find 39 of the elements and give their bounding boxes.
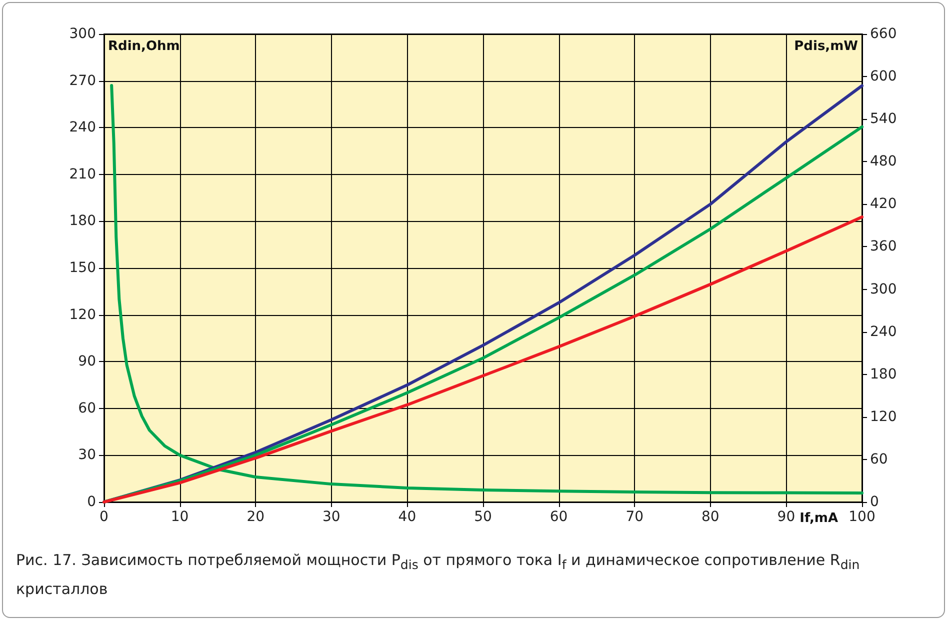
x-tick-label: 10 xyxy=(170,509,189,525)
y2-tick-label: 420 xyxy=(870,196,897,212)
x-tick-label: 20 xyxy=(246,509,265,525)
y2-tick-label: 120 xyxy=(870,408,897,425)
x-tick-label: 60 xyxy=(550,509,568,525)
y-tick-label: 300 xyxy=(69,26,96,42)
y-tick-label: 0 xyxy=(87,494,96,510)
y2-tick-label: 480 xyxy=(870,154,897,170)
y-tick-label: 120 xyxy=(69,306,96,323)
y-tick-label: 270 xyxy=(69,72,96,89)
y2-tick-label: 240 xyxy=(870,324,897,340)
y-tick-label: 150 xyxy=(69,260,96,276)
y-tick-label: 30 xyxy=(78,447,96,464)
y-tick-label: 60 xyxy=(78,400,96,416)
y-tick-label: 180 xyxy=(69,213,96,230)
y2-tick-label: 0 xyxy=(870,494,879,510)
y-tick-label: 90 xyxy=(78,354,96,370)
y2-axis-title: Pdis,mW xyxy=(794,39,858,54)
x-tick-label: 30 xyxy=(322,509,340,525)
y-tick-label: 210 xyxy=(69,166,96,182)
y2-tick-label: 600 xyxy=(870,68,897,85)
y-axis-title: Rdin,Ohm xyxy=(108,39,180,54)
y2-tick-label: 540 xyxy=(870,111,897,128)
y-tick-label: 240 xyxy=(69,120,96,136)
y2-tick-label: 660 xyxy=(870,26,897,42)
x-tick-label: 50 xyxy=(474,509,492,525)
y2-tick-label: 360 xyxy=(870,238,897,255)
x-axis-title: If,mA xyxy=(800,511,838,526)
y2-tick-label: 300 xyxy=(870,281,897,298)
x-tick-label: 100 xyxy=(848,509,876,525)
x-tick-label: 90 xyxy=(777,509,796,525)
x-tick-label: 0 xyxy=(100,509,108,525)
y2-tick-label: 60 xyxy=(870,451,888,468)
line-series xyxy=(102,215,864,504)
x-tick-label: 80 xyxy=(701,509,720,525)
x-tick-label: 40 xyxy=(398,509,416,525)
text: Рис. 17. Зависимость потребляемой мощности P$_{dis}$ от прямого тока I$_{f}$ и динамическое сопротивление R$_{din}$ кристаллов xyxy=(16,551,860,598)
x-tick-label: 70 xyxy=(626,509,644,525)
y2-tick-label: 180 xyxy=(870,366,897,382)
